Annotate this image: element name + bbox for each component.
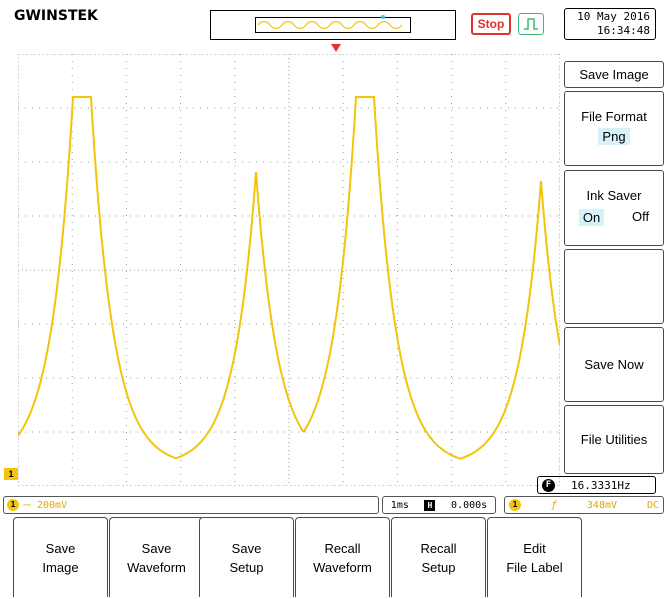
recall-waveform-button[interactable]: Recall Waveform — [295, 517, 390, 597]
file-format-value: Png — [598, 128, 630, 145]
ch1-status-bar[interactable]: 1 ⎓ 200mV — [3, 496, 379, 514]
recall-setup-button[interactable]: Recall Setup — [391, 517, 486, 597]
date-time-display: 10 May 2016 16:34:48 — [564, 8, 656, 40]
file-format-label: File Format — [581, 109, 647, 124]
timebase-value: 1ms — [390, 499, 409, 511]
frequency-counter: F 16.3331Hz — [537, 476, 656, 494]
overview-window — [255, 15, 411, 33]
recall-waveform-label-1: Recall — [324, 540, 361, 556]
edit-file-label-button[interactable]: Edit File Label — [487, 517, 582, 597]
ch1-marker-icon: 1 — [4, 468, 18, 480]
memory-overview-bar — [210, 10, 456, 40]
trigger-position-marker-icon — [331, 44, 341, 52]
ink-saver-off-option: Off — [631, 209, 650, 224]
save-now-button[interactable]: Save Now — [564, 327, 664, 402]
save-waveform-label-2: Waveform — [127, 559, 186, 575]
timebase-status[interactable]: 1ms H 0.000s — [382, 496, 496, 514]
edit-file-label-label-1: Edit — [523, 540, 546, 556]
side-menu-title-text: Save Image — [579, 67, 649, 82]
file-utilities-button[interactable]: File Utilities — [564, 405, 664, 474]
horizontal-badge-icon: H — [424, 499, 436, 511]
save-image-label-2: Image — [42, 559, 79, 575]
ink-saver-on-option: On — [578, 209, 605, 226]
f-badge-icon: F — [542, 478, 555, 492]
save-setup-button[interactable]: Save Setup — [199, 517, 294, 597]
edge-trigger-icon — [518, 13, 544, 35]
edit-file-label-label-2: File Label — [506, 559, 563, 575]
overview-waveform — [257, 20, 403, 30]
waveform-display — [18, 54, 560, 486]
horizontal-position-value: 0.000s — [451, 499, 488, 511]
trigger-status-bar[interactable]: 1 ƒ 348mV DC — [504, 496, 664, 514]
trigger-level-value: 348mV — [586, 499, 618, 511]
rising-edge-icon: ƒ — [550, 499, 557, 511]
date-text: 10 May 2016 — [577, 10, 650, 23]
ink-saver-button[interactable]: Ink Saver On Off — [564, 170, 664, 246]
ink-saver-label: Ink Saver — [586, 188, 642, 203]
file-format-button[interactable]: File Format Png — [564, 91, 664, 166]
save-setup-label-2: Setup — [229, 559, 264, 575]
recall-setup-label-1: Recall — [420, 540, 457, 556]
time-text: 16:34:48 — [597, 24, 650, 37]
save-image-label-1: Save — [45, 540, 76, 556]
save-waveform-button[interactable]: Save Waveform — [109, 517, 204, 597]
recall-setup-label-2: Setup — [421, 559, 456, 575]
overview-position-icon — [381, 15, 385, 19]
graticule-border — [18, 54, 560, 486]
side-menu-empty-button[interactable] — [564, 249, 664, 324]
recall-waveform-label-2: Waveform — [313, 559, 372, 575]
ch1-scale-value: 200mV — [36, 499, 68, 511]
ch1-waveform-trace — [18, 96, 560, 460]
ch1-badge-icon: 1 — [7, 499, 19, 511]
gwinstek-logo: GWINSTEK — [14, 8, 98, 24]
frequency-value: 16.3331Hz — [571, 478, 631, 492]
side-menu-title: Save Image — [564, 61, 664, 88]
save-waveform-label-1: Save — [141, 540, 172, 556]
dc-coupling-icon: ⎓ — [23, 499, 31, 511]
run-stop-indicator[interactable]: Stop — [471, 13, 511, 35]
save-setup-label-1: Save — [231, 540, 262, 556]
graticule — [18, 54, 560, 486]
trigger-coupling-value: DC — [646, 499, 659, 511]
trigger-source-icon: 1 — [509, 499, 521, 511]
file-utilities-label: File Utilities — [580, 432, 648, 447]
save-now-label: Save Now — [584, 357, 644, 372]
save-image-button[interactable]: Save Image — [13, 517, 108, 597]
